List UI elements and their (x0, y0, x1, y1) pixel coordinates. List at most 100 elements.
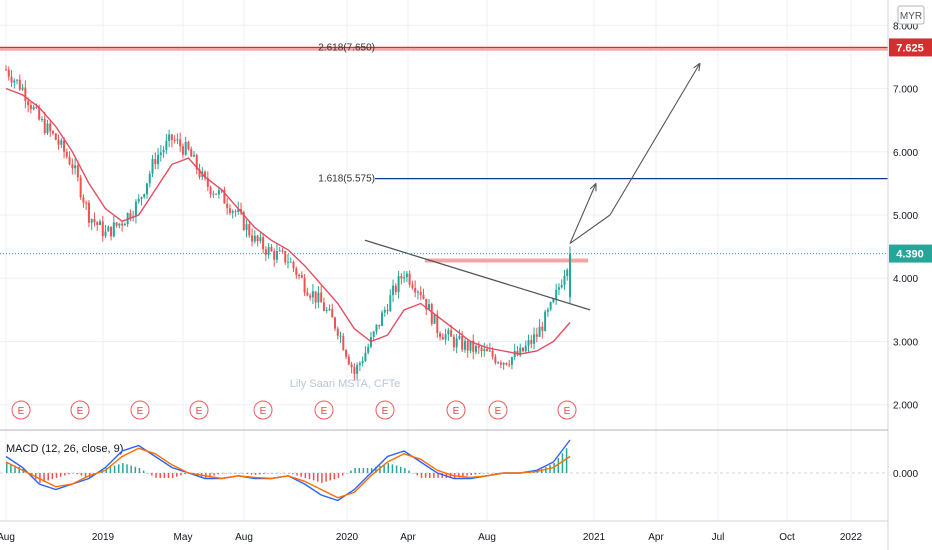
candle-body (419, 291, 422, 295)
candle-body (157, 154, 160, 165)
earnings-marker[interactable] (314, 400, 334, 420)
macd-histogram-bar (234, 473, 236, 474)
candle-body (60, 140, 63, 145)
earnings-marker[interactable] (446, 400, 466, 420)
macd-histogram-bar (346, 473, 348, 474)
candle-body (339, 335, 342, 337)
candle-body (234, 211, 237, 213)
earnings-marker-label: E (260, 406, 267, 417)
candle-body (140, 197, 143, 199)
candle-body (491, 350, 494, 357)
candle-body (79, 177, 82, 198)
candle-body (68, 156, 71, 165)
macd-histogram-bar (254, 473, 257, 475)
macd-histogram-bar (6, 463, 8, 473)
macd-histogram-bar (424, 473, 427, 478)
candle-body (170, 134, 173, 141)
candle-body (7, 69, 10, 77)
macd-histogram-bar (229, 473, 232, 474)
macd-histogram-bar (549, 465, 551, 473)
candle-body (21, 87, 24, 90)
candle-body (40, 118, 43, 120)
macd-histogram-bar (80, 473, 83, 476)
earnings-marker[interactable] (70, 400, 90, 420)
resistance-zone[interactable] (425, 258, 588, 263)
candle-body (527, 340, 530, 346)
earnings-marker-label: E (564, 406, 571, 417)
macd-histogram-bar (354, 468, 356, 473)
macd-histogram-bar (399, 466, 402, 473)
price-axis[interactable]: 8.000 7.000 6.000 5.000 4.000 3.000 2.000 (893, 21, 918, 411)
resistance-zone[interactable] (0, 46, 888, 51)
macd-histogram-bar (209, 473, 211, 477)
earnings-marker[interactable] (11, 400, 31, 420)
macd-histogram-bar (39, 473, 41, 483)
candle-body (248, 224, 251, 236)
candle-body (317, 292, 320, 303)
macd-histogram-bar (540, 469, 543, 473)
candle-body (378, 324, 381, 326)
candle-body (49, 123, 52, 132)
trendline[interactable] (364, 239, 591, 311)
earnings-marker[interactable] (189, 400, 209, 420)
earnings-marker[interactable] (488, 400, 508, 420)
candle-body (477, 345, 480, 348)
candle-body (538, 326, 541, 337)
candle-body (483, 349, 486, 352)
candle-body (204, 171, 207, 179)
candle-body (267, 246, 270, 255)
candle-body (65, 151, 68, 157)
macd-histogram-bar (321, 473, 323, 483)
candle-body (168, 134, 171, 141)
candle-body (281, 250, 284, 252)
macd-histogram-bar (296, 473, 298, 476)
macd-histogram-bar (561, 453, 564, 473)
candle-body (400, 276, 403, 279)
candle-body (87, 202, 90, 223)
candle-body (414, 287, 417, 293)
macd-histogram-bar (545, 467, 547, 473)
candle-body (231, 211, 234, 213)
macd-histogram-bar (350, 470, 352, 473)
macd-histogram-bar (536, 471, 539, 473)
macd-histogram-bar (370, 468, 373, 473)
candle-body (325, 309, 328, 311)
candle-body (212, 193, 215, 195)
macd-title[interactable]: MACD (12, 26, close, 9) (6, 443, 123, 455)
macd-histogram-bar (474, 473, 477, 475)
candle-body (137, 198, 140, 202)
fib-price-badge-label: 7.625 (896, 42, 924, 54)
candle-body (16, 79, 19, 81)
last-price-badge (889, 244, 932, 263)
candle-body (309, 295, 312, 298)
earnings-marker[interactable] (557, 400, 577, 420)
projection-arrows[interactable] (569, 62, 701, 244)
earnings-marker[interactable] (375, 400, 395, 420)
earnings-marker[interactable] (130, 400, 150, 420)
earnings-marker[interactable] (253, 400, 273, 420)
macd-histogram-bar (375, 466, 377, 473)
candle-body (264, 249, 267, 255)
candle-body (82, 197, 85, 203)
time-axis[interactable]: Aug 2019 May Aug 2020 Apr Aug 2021 Apr Jul Oct 2022 (0, 532, 863, 543)
currency-badge[interactable] (897, 5, 925, 25)
candle-body (475, 345, 477, 352)
macd-zero-label: 0.000 (893, 469, 918, 480)
candle-body (96, 222, 99, 225)
macd-histogram-bar (362, 468, 365, 473)
candle-body (129, 213, 132, 219)
macd-histogram-bar (134, 466, 137, 473)
macd-histogram-bar (458, 473, 460, 478)
time-tick-label: Aug (235, 532, 253, 543)
candle-body (63, 140, 66, 152)
candle-body (43, 118, 46, 134)
macd-histogram-bar (329, 473, 331, 481)
candle-body (508, 364, 511, 366)
candle-body (35, 106, 38, 108)
macd-histogram-bar (113, 465, 116, 473)
candle-body (93, 219, 96, 223)
candle-body (566, 269, 569, 277)
candle-body (10, 76, 13, 83)
